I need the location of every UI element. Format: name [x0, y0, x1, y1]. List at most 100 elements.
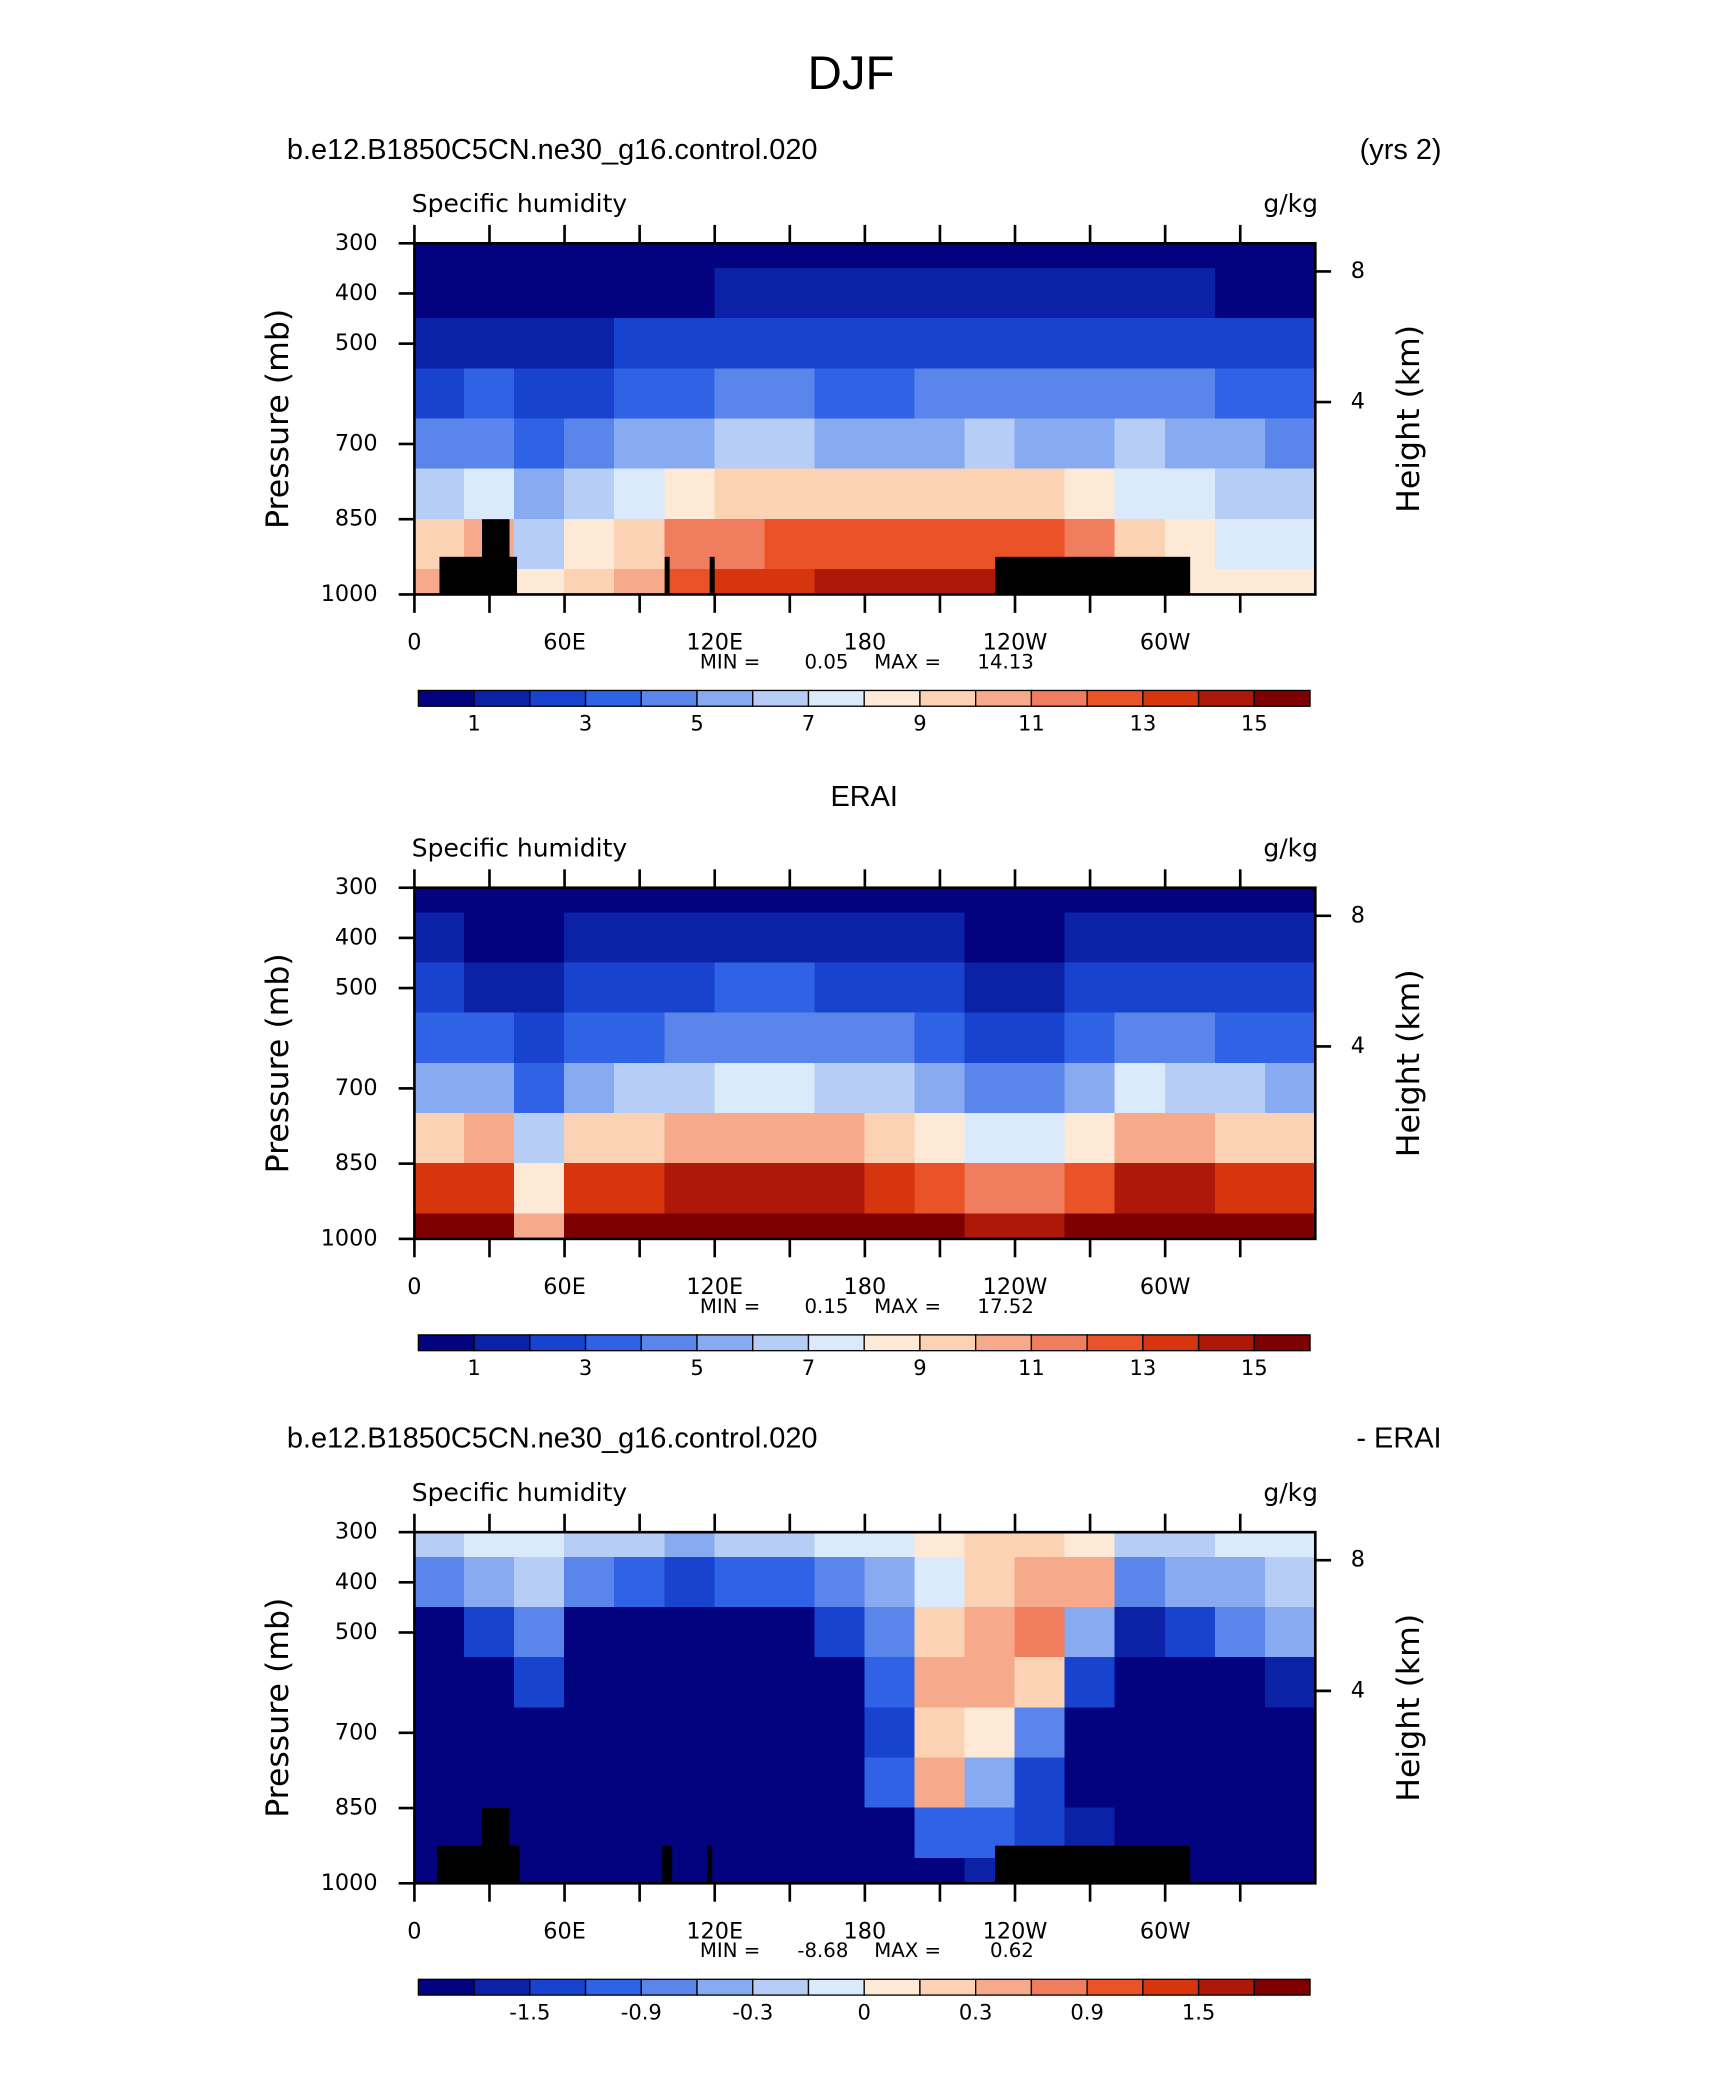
- contour-cell: [614, 962, 666, 1014]
- x-tick-label: 120W: [983, 630, 1048, 656]
- contour-cell: [964, 468, 1016, 520]
- colorbar-box: [1086, 1334, 1144, 1352]
- y-tick-label: 500: [335, 975, 378, 1001]
- contour-cell: [514, 318, 565, 370]
- contour-cell: [1114, 267, 1166, 319]
- colorbar-label: 9: [913, 1355, 926, 1380]
- colorbar-box: [975, 1978, 1033, 1996]
- contour-cell: [714, 962, 766, 1014]
- contour-cell: [564, 518, 616, 570]
- contour-cell: [464, 368, 515, 420]
- contour-cell: [614, 1757, 666, 1809]
- contour-cell: [614, 1213, 666, 1240]
- contour-cell: [1264, 518, 1316, 570]
- contour-cell: [864, 1607, 916, 1658]
- min-value: 0.05: [805, 650, 849, 673]
- contour-cell: [714, 1113, 766, 1165]
- contour-cell: [814, 518, 866, 570]
- contour-cell: [714, 887, 766, 914]
- contour-cell: [1014, 1707, 1066, 1759]
- colorbar-label: 7: [802, 1355, 815, 1380]
- contour-cell: [414, 418, 465, 470]
- colorbar-label: 15: [1241, 1355, 1268, 1380]
- contour-cell: [514, 962, 565, 1014]
- colorbar-box: [473, 689, 531, 707]
- contour-cell: [1214, 1062, 1266, 1114]
- contour-cell: [1064, 887, 1116, 914]
- contour-cell: [964, 1163, 1016, 1215]
- contour-cell: [464, 1213, 515, 1240]
- contour-cell: [1114, 962, 1166, 1014]
- contour-cell: [1064, 368, 1116, 420]
- contour-cell: [464, 1757, 515, 1809]
- contour-cell: [564, 1556, 616, 1608]
- contour-cell: [814, 1163, 866, 1215]
- contour-cell: [1264, 1607, 1316, 1658]
- x-tick-label: 0: [407, 630, 421, 656]
- contour-cell: [1264, 1213, 1316, 1240]
- colorbar-label: 9: [913, 711, 926, 736]
- contour-cell: [914, 318, 966, 370]
- contour-cell: [1164, 1707, 1216, 1759]
- contour-cell: [1064, 962, 1116, 1014]
- contour-cell: [414, 1113, 465, 1165]
- contour-cell: [914, 1113, 966, 1165]
- contour-cell: [614, 1607, 666, 1658]
- contour-cell: [664, 418, 716, 470]
- max-label: MAX =: [874, 1295, 941, 1318]
- contour-cell: [664, 518, 716, 570]
- subtitle-left: Specific humidity: [412, 189, 628, 218]
- contour-cell: [1014, 1607, 1066, 1658]
- contour-cell: [664, 1607, 716, 1658]
- y-tick-label: 700: [335, 430, 378, 456]
- contour-cell: [464, 1556, 515, 1608]
- contour-cell: [914, 1531, 966, 1558]
- min-label: MIN =: [700, 1295, 760, 1318]
- contour-cell: [414, 962, 465, 1014]
- contour-cell: [414, 1607, 465, 1658]
- contour-cell: [614, 368, 666, 420]
- contour-cell: [1064, 418, 1116, 470]
- contour-cell: [814, 1707, 866, 1759]
- contour-cell: [664, 1062, 716, 1114]
- contour-cell: [1164, 1556, 1216, 1608]
- contour-cell: [614, 1707, 666, 1759]
- contour-cell: [664, 912, 716, 964]
- contour-cell: [664, 887, 716, 914]
- colorbar-label: -0.9: [621, 2000, 662, 2025]
- contour-cell: [1264, 912, 1316, 964]
- contour-cell: [914, 1857, 966, 1884]
- contour-cell: [1264, 1857, 1316, 1884]
- contour-cell: [1264, 962, 1316, 1014]
- contour-cell: [964, 887, 1016, 914]
- contour-cell: [1014, 468, 1066, 520]
- contour-cell: [764, 1556, 816, 1608]
- contour-cell: [814, 912, 866, 964]
- contour-cell: [814, 1213, 866, 1240]
- panel-title: ERAI: [830, 781, 898, 813]
- contour-cell: [964, 1556, 1016, 1608]
- contour-cell: [464, 1062, 515, 1114]
- colorbar-label: 15: [1241, 711, 1268, 736]
- contour-cell: [1014, 887, 1066, 914]
- contour-cell: [864, 368, 916, 420]
- colorbar-box: [696, 689, 754, 707]
- contour-cell: [514, 1607, 565, 1658]
- contour-cell: [564, 1807, 616, 1859]
- contour-cell: [714, 1062, 766, 1114]
- contour-cell: [414, 242, 465, 269]
- colorbar-box: [696, 1334, 754, 1352]
- contour-cell: [564, 418, 616, 470]
- contour-cell: [764, 267, 816, 319]
- contour-cell: [764, 1857, 816, 1884]
- contour-cell: [764, 1757, 816, 1809]
- y2-tick-label: 4: [1351, 1677, 1365, 1703]
- contour-cell: [864, 1556, 916, 1608]
- colorbar-box: [417, 1978, 475, 1996]
- contour-cell: [614, 518, 666, 570]
- contour-cell: [914, 568, 966, 595]
- contour-cell: [814, 468, 866, 520]
- contour-cell: [864, 1707, 916, 1759]
- contour-cell: [914, 368, 966, 420]
